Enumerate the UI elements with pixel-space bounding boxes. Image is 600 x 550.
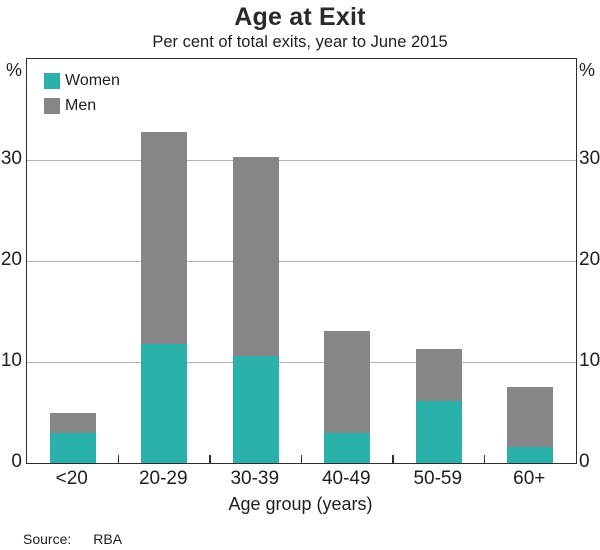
x-tick-label-<20: <20 bbox=[55, 468, 88, 489]
x-tick-label-20-29: 20-29 bbox=[138, 468, 188, 489]
bar-30-39-women bbox=[232, 355, 279, 463]
plot-area: Women Men bbox=[26, 58, 577, 464]
x-axis-title: Age group (years) bbox=[228, 494, 373, 514]
bar-60+-men bbox=[507, 387, 554, 447]
legend-label-women: Women bbox=[65, 72, 120, 89]
gridline-30 bbox=[27, 159, 576, 161]
y-axis-unit-right: % bbox=[579, 60, 596, 80]
y-axis-unit-left: % bbox=[5, 60, 22, 80]
chart-title: Age at Exit bbox=[234, 3, 366, 31]
source-value: RBA bbox=[93, 531, 123, 547]
x-tick-mark bbox=[483, 455, 486, 463]
bar-40-49-men bbox=[324, 330, 371, 433]
chart-subtitle: Per cent of total exits, year to June 20… bbox=[152, 33, 448, 51]
gridline-10 bbox=[27, 361, 576, 363]
source-note: Source: RBA bbox=[23, 531, 122, 547]
y-tick-label-right-0: 0 bbox=[579, 451, 590, 472]
source-label: Source: bbox=[23, 531, 72, 547]
bar-60+-women bbox=[507, 446, 554, 463]
bar-20-29-women bbox=[141, 343, 188, 463]
bar-40-49-women bbox=[324, 432, 371, 463]
y-tick-label-left-30: 30 bbox=[0, 148, 22, 169]
y-tick-label-right-20: 20 bbox=[579, 249, 600, 270]
bar-20-29-men bbox=[141, 131, 188, 344]
y-tick-label-left-0: 0 bbox=[11, 451, 22, 472]
gridline-20 bbox=[27, 260, 576, 262]
y-tick-label-right-10: 10 bbox=[579, 350, 600, 371]
y-tick-label-left-10: 10 bbox=[0, 350, 22, 371]
x-tick-mark bbox=[117, 455, 120, 463]
x-tick-mark bbox=[209, 455, 211, 463]
legend-swatch-women bbox=[44, 72, 60, 89]
x-tick-label-60+: 60+ bbox=[513, 468, 546, 489]
legend-label-men: Men bbox=[65, 97, 97, 114]
x-tick-label-30-39: 30-39 bbox=[230, 468, 280, 489]
x-tick-mark bbox=[392, 455, 394, 463]
bar-<20-women bbox=[49, 432, 96, 463]
x-tick-label-50-59: 50-59 bbox=[413, 468, 463, 489]
x-tick-mark bbox=[300, 455, 303, 463]
bar-30-39-men bbox=[232, 156, 279, 356]
legend: Women Men bbox=[44, 72, 120, 122]
bar-<20-men bbox=[49, 412, 96, 433]
y-tick-label-left-20: 20 bbox=[0, 249, 22, 270]
legend-item: Men bbox=[44, 97, 120, 114]
x-tick-label-40-49: 40-49 bbox=[321, 468, 371, 489]
y-tick-label-right-30: 30 bbox=[579, 148, 600, 169]
bar-50-59-women bbox=[415, 401, 462, 463]
legend-swatch-men bbox=[44, 97, 60, 114]
bar-50-59-men bbox=[415, 348, 462, 402]
legend-item: Women bbox=[44, 72, 120, 89]
